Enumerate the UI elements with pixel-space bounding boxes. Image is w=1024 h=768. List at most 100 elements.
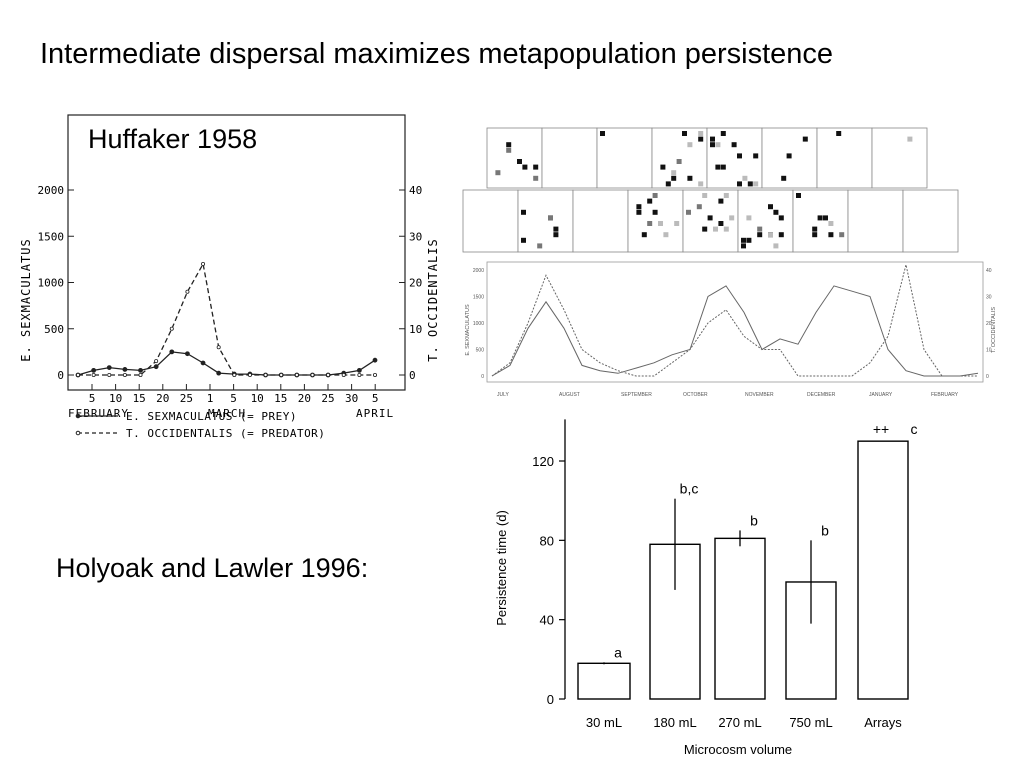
data-point [326,372,331,377]
universe-panel [902,189,959,253]
universe-cell [778,215,784,221]
data-point [122,367,128,372]
y-left-tick-label: 1000 [38,277,65,290]
x-tick-label: 750 mL [789,715,832,730]
universe-cell [702,193,708,198]
y-tick-label: 80 [540,533,554,548]
x-tick-label: 20 [298,392,311,405]
universe-cell [600,131,605,136]
universe-cell [553,232,559,238]
osc-y-left-tick-label: 0 [481,374,484,380]
universe-cell [702,226,708,232]
y-tick-label: 40 [540,613,554,628]
universe-cell [836,131,842,136]
universe-cell [710,136,715,142]
osc-y-left-tick-label: 500 [476,348,485,354]
y-right-tick-label: 30 [409,230,422,243]
osc-y-left-tick-label: 1500 [473,295,484,301]
data-point [169,349,175,355]
bar-annotation: b [821,522,829,538]
x-tick-label: 5 [372,392,379,405]
data-point [232,372,237,377]
data-point [122,372,127,377]
x-tick-label: 15 [274,392,287,405]
y-tick-label: 0 [547,692,554,707]
slide-title: Intermediate dispersal maximizes metapop… [40,38,834,70]
x-tick-label: 30 mL [586,715,622,730]
y-right-tick-label: 0 [409,369,416,382]
osc-month-label: NOVEMBER [745,392,774,398]
bar-annotation: b [750,512,758,528]
universe-cell [696,204,702,210]
universe-cell [731,142,737,148]
x-tick-label: 20 [156,392,169,405]
data-point [310,372,315,377]
data-point [372,372,377,377]
universe-cell [812,226,818,232]
universe-cell [828,221,834,226]
universe-panel [486,127,543,189]
x-tick-label: 10 [251,392,264,405]
y-left-tick-label: 0 [57,369,64,382]
bar-annotation: a [614,644,622,660]
universe-cell [741,237,746,243]
osc-y-right-tick-label: 10 [986,348,992,354]
universe-cell [757,232,763,238]
data-point [91,372,96,377]
bar-annotation: c [911,421,918,437]
universe-cell [671,175,677,181]
huffaker-label: Huffaker 1958 [88,124,258,154]
universe-cell [533,164,539,170]
series-line [78,262,375,376]
universe-cell [548,215,553,221]
universe-panel [792,189,849,253]
universe-cell [746,215,752,221]
universe-cell [713,226,718,232]
bar [577,662,631,700]
month-label: FEBRUARY [68,407,129,420]
universe-cell [698,136,704,142]
universe-cell [686,209,691,215]
osc-y-left-label: E. SEXMACULATUS [465,304,471,356]
data-point [185,351,190,357]
universe-cell [747,181,753,187]
series-line [77,351,376,376]
universe-panel [706,127,763,189]
huffaker-chart: 0 500 1000 1500 2000 0 10 20 30 40 E. SEXMACULATUS… [19,114,440,440]
osc-y-left-tick-label: 2000 [473,268,484,274]
universe-cell [707,215,713,221]
y-right-tick-label: 40 [409,184,422,197]
universe-cell [768,204,773,210]
holyoak-label: Holyoak and Lawler 1996: [56,553,369,583]
universe-cell [665,181,671,187]
universe-cell [676,159,682,164]
universe-panel [651,127,708,189]
universe-cell [737,153,742,159]
universe-cell [553,226,559,232]
x-tick-label: 25 [180,392,193,405]
universe-panel [517,189,574,253]
universe-cell [647,198,653,204]
universe-cell [687,175,693,181]
universe-cell [753,153,759,159]
universe-cell [506,142,512,148]
universe-cell [517,159,522,164]
data-point [356,367,362,373]
universe-cell [742,175,748,181]
osc-y-right-tick-label: 20 [986,321,992,327]
bar [857,440,909,700]
data-point [216,370,222,376]
universe-cell [802,136,808,142]
universe-cell [636,209,642,215]
y-left-axis-label: E. SEXMACULATUS [19,238,33,361]
data-point [263,372,268,377]
x-tick-label: 15 [133,392,146,405]
universe-panel [816,127,873,189]
universe-panel [541,127,598,189]
universe-cell [757,226,763,232]
data-point [216,345,221,350]
universe-cell [753,181,759,187]
persistence-chart: 0 40 80 120 Persistence time (d) a 30 mL b,c 180… [494,419,918,757]
osc-y-right-label: T. OCCIDENTALIS [991,307,997,353]
universe-cell [682,131,687,136]
